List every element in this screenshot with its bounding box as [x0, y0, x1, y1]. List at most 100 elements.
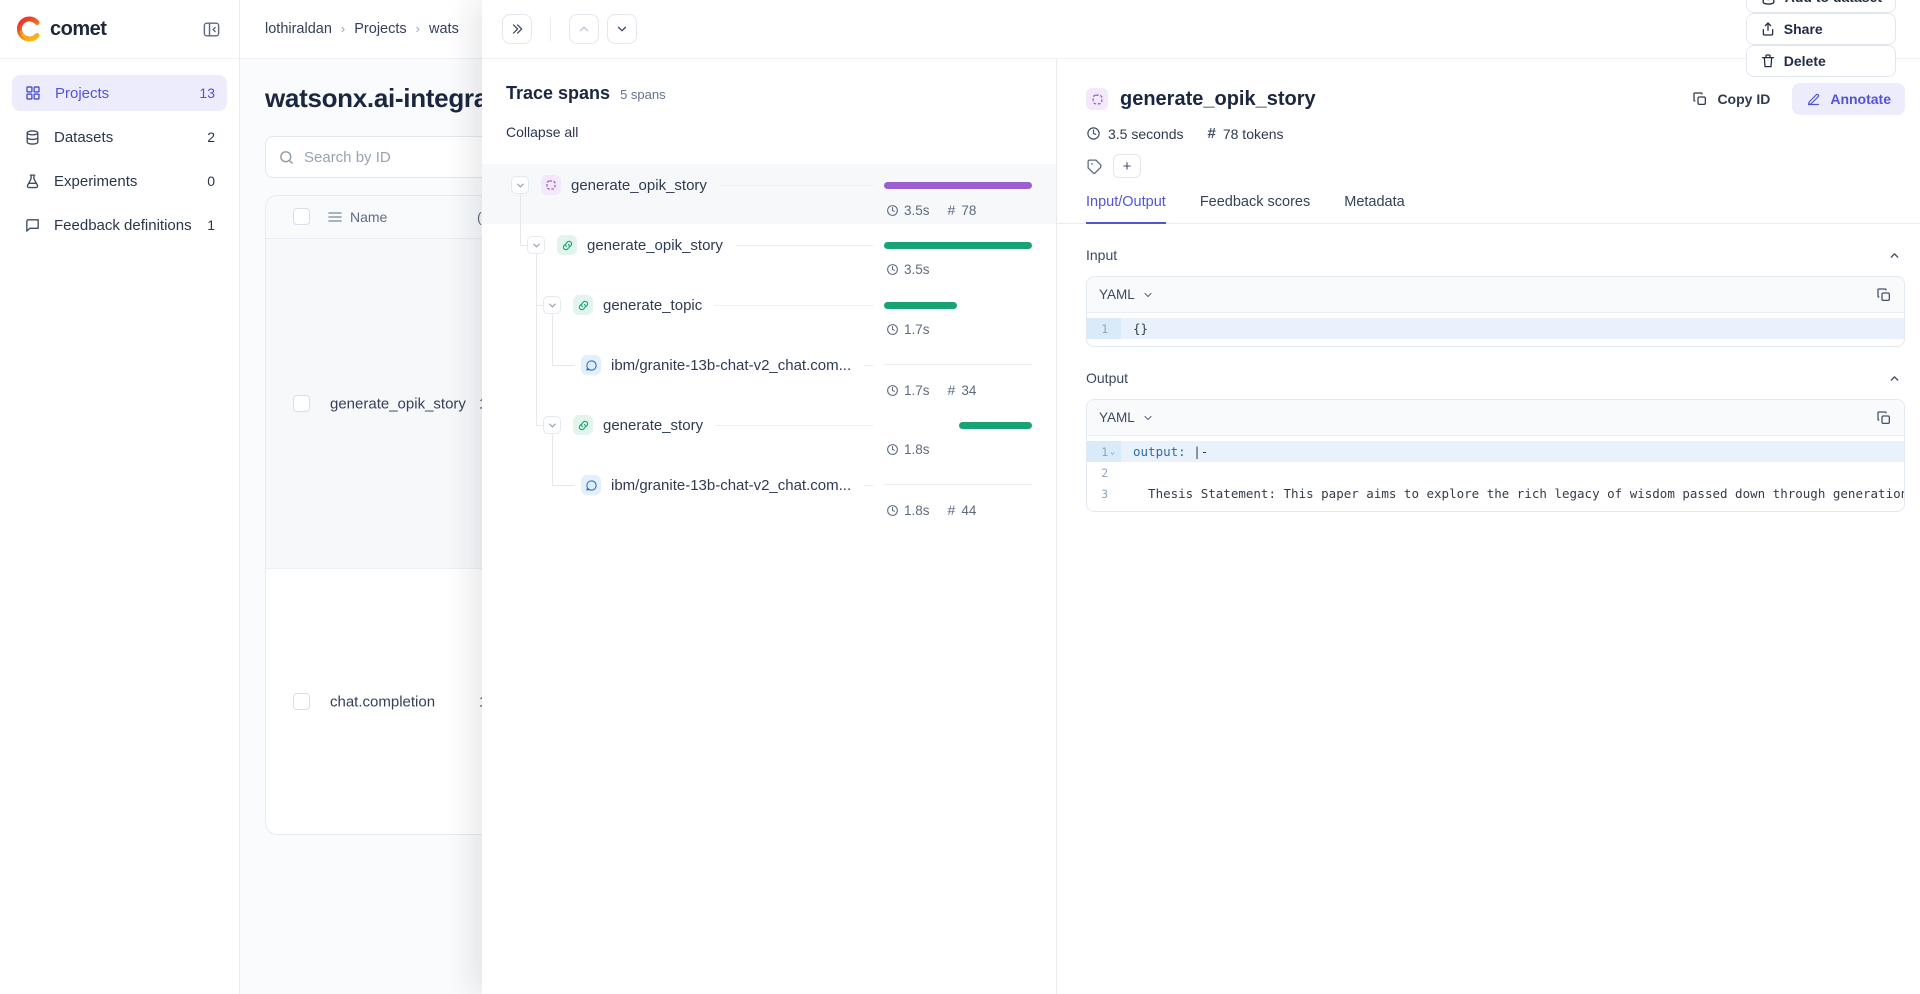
chat-bubble-icon	[581, 475, 601, 495]
tree-connector	[552, 314, 553, 365]
trace-box-icon	[541, 175, 561, 195]
span-stats: 1.8s	[886, 442, 930, 457]
span-row[interactable]: ibm/granite-13b-chat-v2_chat.com... 1.8s #…	[482, 464, 1056, 524]
tab-metadata[interactable]: Metadata	[1344, 194, 1405, 210]
span-row[interactable]: generate_story 1.8s	[482, 404, 1056, 464]
span-duration: 3.5s	[904, 262, 930, 277]
line-number: 1⌄	[1087, 318, 1121, 339]
comet-logo-icon	[16, 16, 42, 42]
row-checkbox[interactable]	[293, 394, 310, 412]
span-toggle-chevron-icon[interactable]	[543, 296, 561, 314]
span-row[interactable]: generate_topic 1.7s	[482, 284, 1056, 344]
span-toggle-chevron-icon[interactable]	[527, 236, 545, 254]
trace-box-icon	[1086, 88, 1108, 110]
annotate-button[interactable]: Annotate	[1792, 83, 1905, 115]
span-name: generate_opik_story	[571, 176, 707, 194]
input-section: Input YAML 1⌄{}	[1086, 247, 1905, 347]
span-stats: 1.7s #34	[886, 382, 976, 398]
clock-icon	[886, 443, 899, 456]
span-timeline	[884, 181, 1032, 189]
collapse-all-button[interactable]: Collapse all	[506, 124, 579, 140]
breadcrumb-separator: ›	[415, 21, 420, 36]
select-all-checkbox[interactable]	[293, 208, 310, 225]
spans-count: 5 spans	[620, 87, 666, 102]
span-name: ibm/granite-13b-chat-v2_chat.com...	[611, 476, 852, 494]
output-codebox: YAML 1⌄output: |- 2⌄ 3⌄ Thesis Statement: …	[1086, 399, 1905, 512]
sidebar-item-projects[interactable]: Projects 13	[12, 75, 227, 111]
span-row[interactable]: generate_opik_story 3.5s #78	[482, 164, 1056, 224]
speech-bubble-icon	[24, 217, 41, 234]
span-tree: generate_opik_story 3.5s #78 generate_opik_…	[482, 164, 1056, 524]
leader-line	[714, 304, 874, 306]
breadcrumb-item[interactable]: lothiraldan	[265, 21, 332, 37]
collapse-input-icon[interactable]	[1888, 249, 1901, 262]
clock-icon	[886, 504, 899, 517]
row-checkbox[interactable]	[293, 693, 310, 710]
hash-icon: #	[1207, 125, 1216, 142]
tab-input-output[interactable]: Input/Output	[1086, 194, 1166, 224]
sidebar-item-datasets[interactable]: Datasets 2	[12, 119, 227, 155]
add-to-dataset-button[interactable]: Add to dataset	[1745, 0, 1896, 13]
copy-input-icon[interactable]	[1876, 287, 1892, 303]
sidebar-item-experiments[interactable]: Experiments 0	[12, 163, 227, 199]
span-title: generate_opik_story	[1120, 87, 1316, 110]
leader-line	[718, 184, 874, 186]
trace-detail-overlay: Add to datasetShareDelete Trace spans 5 …	[482, 0, 1920, 994]
leader-line	[734, 244, 874, 246]
column-drag-icon[interactable]	[328, 211, 342, 223]
delete-button[interactable]: Delete	[1745, 45, 1896, 77]
span-stats: 1.7s	[886, 322, 930, 337]
tab-feedback-scores[interactable]: Feedback scores	[1199, 194, 1311, 210]
comet-wordmark: comet	[50, 17, 107, 40]
span-timeline	[884, 481, 1032, 489]
copy-output-icon[interactable]	[1876, 410, 1892, 426]
trace-name-cell: generate_opik_story	[330, 395, 466, 412]
span-name: generate_story	[603, 416, 704, 434]
database-icon	[24, 129, 41, 146]
column-header-name[interactable]: Name	[350, 209, 388, 225]
input-format-select[interactable]: YAML	[1099, 287, 1154, 302]
copy-id-button[interactable]: Copy ID	[1692, 91, 1770, 107]
overlay-toolbar: Add to datasetShareDelete	[482, 0, 1920, 77]
comet-logo[interactable]: comet	[16, 16, 107, 42]
breadcrumb-item[interactable]: Projects	[354, 21, 407, 37]
code-line: 1⌄{}	[1087, 318, 1904, 339]
previous-trace-button[interactable]	[569, 14, 599, 44]
trace-spans-panel: Trace spans 5 spans Collapse all generat…	[482, 59, 1056, 994]
span-toggle-chevron-icon[interactable]	[543, 416, 561, 434]
chain-link-icon	[557, 235, 577, 255]
span-duration: 1.7s	[904, 382, 930, 398]
trash-icon	[1760, 53, 1776, 69]
output-format-select[interactable]: YAML	[1099, 410, 1154, 425]
leader-line	[715, 424, 874, 426]
span-timeline	[884, 301, 1032, 309]
close-panel-button[interactable]	[502, 14, 532, 44]
span-toggle-chevron-icon[interactable]	[511, 176, 529, 194]
leader-line	[863, 364, 874, 366]
collapse-output-icon[interactable]	[1888, 372, 1901, 385]
sidebar-item-feedback-definitions[interactable]: Feedback definitions 1	[12, 207, 227, 243]
tree-connector	[536, 305, 543, 306]
share-button[interactable]: Share	[1745, 13, 1896, 45]
line-number: 2⌄	[1101, 465, 1109, 480]
span-stats: 1.8s #44	[886, 502, 976, 518]
tree-connector	[552, 365, 575, 366]
span-name: generate_topic	[603, 296, 703, 314]
sidebar-collapse-icon[interactable]	[202, 20, 221, 39]
span-row[interactable]: generate_opik_story 3.5s	[482, 224, 1056, 284]
tokens-stat: # 78 tokens	[1207, 125, 1284, 142]
fold-chevron-icon[interactable]: ⌄	[1110, 447, 1115, 456]
line-number: 3⌄	[1101, 486, 1109, 501]
chat-bubble-icon	[581, 355, 601, 375]
tree-connector	[520, 245, 527, 246]
line-number: 1⌄	[1087, 441, 1121, 462]
add-tag-button[interactable]: +	[1113, 154, 1141, 178]
next-trace-button[interactable]	[607, 14, 637, 44]
clock-icon	[1086, 126, 1101, 141]
span-row[interactable]: ibm/granite-13b-chat-v2_chat.com... 1.7s #…	[482, 344, 1056, 404]
breadcrumb-item: wats	[429, 21, 459, 37]
code-line: 2⌄	[1087, 462, 1904, 483]
span-name: generate_opik_story	[587, 236, 723, 254]
clock-icon	[886, 384, 899, 397]
page-title: watsonx.ai-integra	[265, 83, 488, 113]
